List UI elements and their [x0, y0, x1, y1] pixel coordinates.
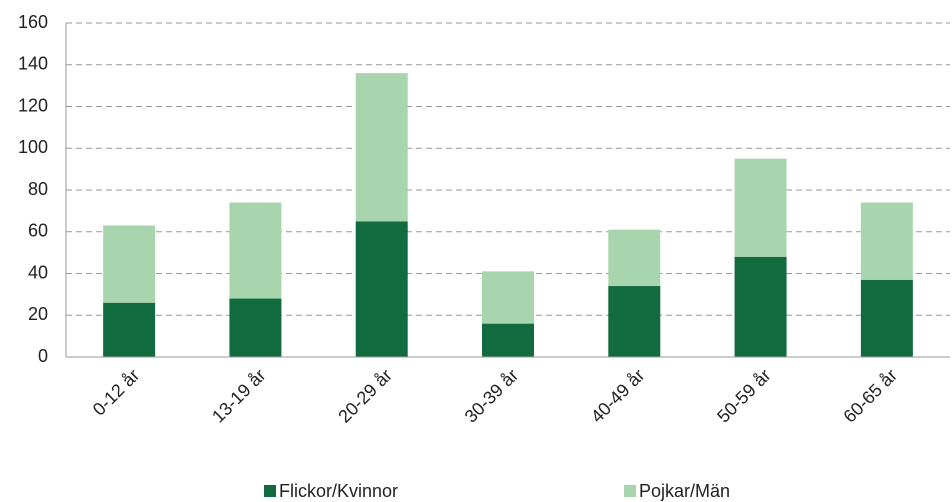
- x-tick-label: 60-65 år: [839, 365, 901, 427]
- bar-segment: [860, 202, 913, 280]
- y-tick-label: 160: [18, 12, 48, 32]
- bar-segment: [103, 302, 156, 357]
- x-tick-label: 30-39 år: [461, 365, 523, 427]
- bar-segment: [103, 225, 156, 303]
- legend-swatch: [624, 485, 636, 497]
- bar-segment: [734, 256, 787, 357]
- y-tick-label: 40: [28, 262, 48, 282]
- bar-segment: [860, 279, 913, 357]
- legend-swatch: [264, 485, 276, 497]
- x-tick-label: 50-59 år: [713, 365, 775, 427]
- bar-segment: [734, 158, 787, 257]
- y-tick-label: 60: [28, 221, 48, 241]
- y-tick-label: 120: [18, 95, 48, 115]
- bar-segment: [482, 323, 534, 357]
- y-tick-label: 100: [18, 137, 48, 157]
- bar-segment: [355, 221, 408, 357]
- y-tick-label: 0: [38, 346, 48, 366]
- y-tick-label: 140: [18, 54, 48, 74]
- bar-segment: [608, 286, 661, 357]
- bar-segment: [482, 271, 534, 324]
- legend-label: Pojkar/Män: [639, 481, 730, 501]
- x-tick-label: 20-29 år: [334, 365, 396, 427]
- x-tick-label: 0-12 år: [89, 365, 143, 419]
- legend-label: Flickor/Kvinnor: [279, 481, 398, 501]
- y-tick-label: 20: [28, 304, 48, 324]
- bar-segment: [608, 229, 661, 287]
- y-tick-label: 80: [28, 179, 48, 199]
- bar-segment: [355, 73, 408, 222]
- x-tick-label: 13-19 år: [208, 365, 270, 427]
- bar-segment: [229, 202, 282, 299]
- bar-segment: [229, 298, 282, 357]
- x-tick-label: 40-49 år: [587, 365, 649, 427]
